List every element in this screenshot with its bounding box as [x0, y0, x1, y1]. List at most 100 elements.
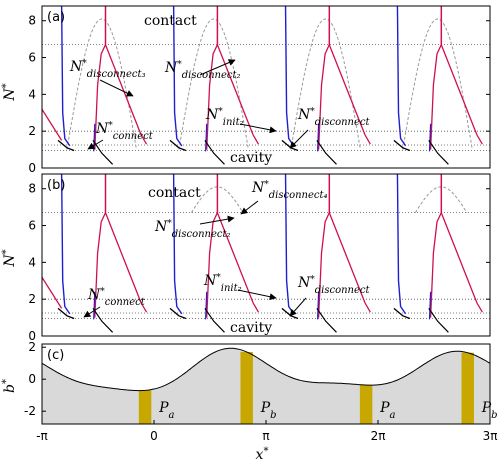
panel-b-ylabel: N*	[1, 249, 19, 267]
y-tick-label: 2	[28, 292, 36, 306]
svg-text:N*disconnect₃: N*disconnect₃	[69, 59, 146, 80]
cavity-curve	[316, 308, 337, 333]
panel-a-annotation-init2: N*init₂	[205, 107, 277, 134]
svg-text:N*disconnect₂: N*disconnect₂	[164, 60, 241, 81]
panel-c-xlabel: x*	[256, 446, 269, 464]
x-tick-label: π	[262, 429, 269, 443]
annotation-subscript: connect	[105, 297, 146, 308]
closing-curve	[60, 6, 71, 147]
opening-curve	[216, 44, 259, 145]
panel-a-contact-label: contact	[144, 13, 197, 29]
bed-topography-fill	[42, 348, 490, 424]
svg-text:N*connect: N*connect	[87, 287, 146, 308]
y-tick-label: 0	[28, 372, 36, 386]
bar-labels: Pa Pb Pa Pb	[158, 400, 497, 421]
opening-curve	[206, 44, 218, 150]
annotation-subscript: disconnect₄	[269, 190, 328, 201]
annotation-subscript: disconnect₃	[87, 69, 146, 80]
bar-label: Pb	[481, 400, 498, 421]
y-tick-label: 6	[28, 51, 36, 65]
annotation-subscript: disconnect₂	[172, 229, 231, 240]
svg-text:N*init₂: N*init₂	[205, 107, 244, 128]
cavity-bars	[138, 351, 474, 424]
panel-b-annotation-disconnect2: N*disconnect₂	[154, 215, 235, 240]
svg-text:N*disconnect: N*disconnect	[297, 107, 371, 128]
closing-curve	[172, 174, 183, 315]
envelope-curve	[178, 18, 249, 150]
opening-curve	[429, 212, 442, 318]
panel-c-label: (c)	[47, 348, 64, 363]
cavity-curve	[57, 139, 75, 152]
closing-curve	[428, 123, 432, 152]
bed-topography-line	[42, 347, 490, 392]
opening-curve	[317, 44, 330, 150]
cavity-curve	[428, 140, 449, 165]
panel-b: 0 2 4 6 8 (b) N* contact cavity N*disconnect…	[1, 173, 491, 343]
y-tick-label: 8	[28, 14, 36, 28]
closing-curve	[428, 291, 432, 320]
cavity-curve	[92, 308, 114, 333]
cavity-curve	[393, 307, 411, 320]
panel-a-y-ticks: 0 2 4 6 8	[28, 14, 490, 175]
panel-a-label: (a)	[47, 10, 65, 25]
y-tick-label: 4	[28, 87, 36, 101]
panel-a-annotation-disconnect2: N*disconnect₂	[164, 59, 241, 81]
cavity-curve	[57, 307, 75, 320]
cavity-bar	[138, 390, 152, 424]
closing-curve	[284, 6, 295, 147]
panel-b-annotation-disconnect: N*disconnect	[289, 275, 371, 317]
annotation-subscript: init₂	[223, 117, 244, 128]
opening-curve	[94, 44, 107, 150]
svg-text:N*disconnect₄: N*disconnect₄	[251, 180, 328, 201]
svg-text:N*disconnect₂: N*disconnect₂	[154, 219, 231, 240]
closing-curve	[396, 174, 407, 315]
y-tick-label: 6	[28, 219, 36, 233]
closing-curve	[317, 291, 320, 320]
y-tick-label: 2	[28, 124, 36, 138]
annotation-subscript: disconnect₂	[182, 70, 241, 81]
panel-a-annotation-disconnect: N*disconnect	[289, 107, 371, 149]
y-tick-label: 4	[28, 255, 36, 269]
y-tick-label: 0	[28, 329, 36, 343]
closing-curve	[396, 6, 407, 147]
opening-curve	[440, 44, 483, 145]
x-tick-label: -π	[36, 429, 48, 443]
opening-curve	[206, 212, 218, 318]
panel-a-cavity-label: cavity	[230, 150, 272, 166]
opening-curve	[104, 44, 148, 145]
bar-label: Pa	[379, 400, 395, 421]
panel-c-ylabel: b*	[1, 379, 19, 393]
panel-b-cavity-label: cavity	[230, 320, 272, 336]
y-tick-label: 2	[28, 340, 36, 354]
x-tick-label: 0	[150, 429, 158, 443]
cavity-curve	[428, 308, 449, 333]
envelope-curve	[290, 18, 361, 150]
y-tick-label: 0	[28, 161, 36, 175]
cavity-curve	[204, 308, 225, 333]
closing-curve	[93, 291, 96, 320]
x-tick-label: 2π	[371, 429, 386, 443]
panel-b-annotation-disconnect4: N*disconnect₄	[240, 180, 328, 215]
cavity-bar	[240, 351, 253, 424]
panel-b-contact-label: contact	[148, 185, 201, 201]
opening-curve	[317, 212, 330, 318]
panel-c-y-ticks: -2 0 2	[24, 340, 46, 418]
panel-a-frame	[41, 5, 491, 169]
cavity-curve	[169, 139, 187, 152]
annotation-subscript: connect	[113, 131, 154, 142]
panel-b-label: (b)	[47, 178, 65, 193]
panel-b-annotation-init2: N*init₂	[203, 273, 277, 301]
closing-curve	[317, 123, 320, 152]
opening-curve	[328, 212, 371, 313]
panel-a-annotation-connect: N*connect	[87, 121, 154, 150]
closing-curve	[205, 291, 208, 320]
opening-curve	[328, 44, 371, 145]
annotation-subscript: init₂	[221, 283, 242, 294]
bar-label: Pb	[260, 400, 277, 421]
panel-a-curves	[42, 6, 483, 165]
cavity-curve	[393, 139, 411, 152]
y-tick-label: 8	[28, 182, 36, 196]
closing-curve	[172, 6, 183, 147]
opening-curve	[94, 212, 107, 318]
